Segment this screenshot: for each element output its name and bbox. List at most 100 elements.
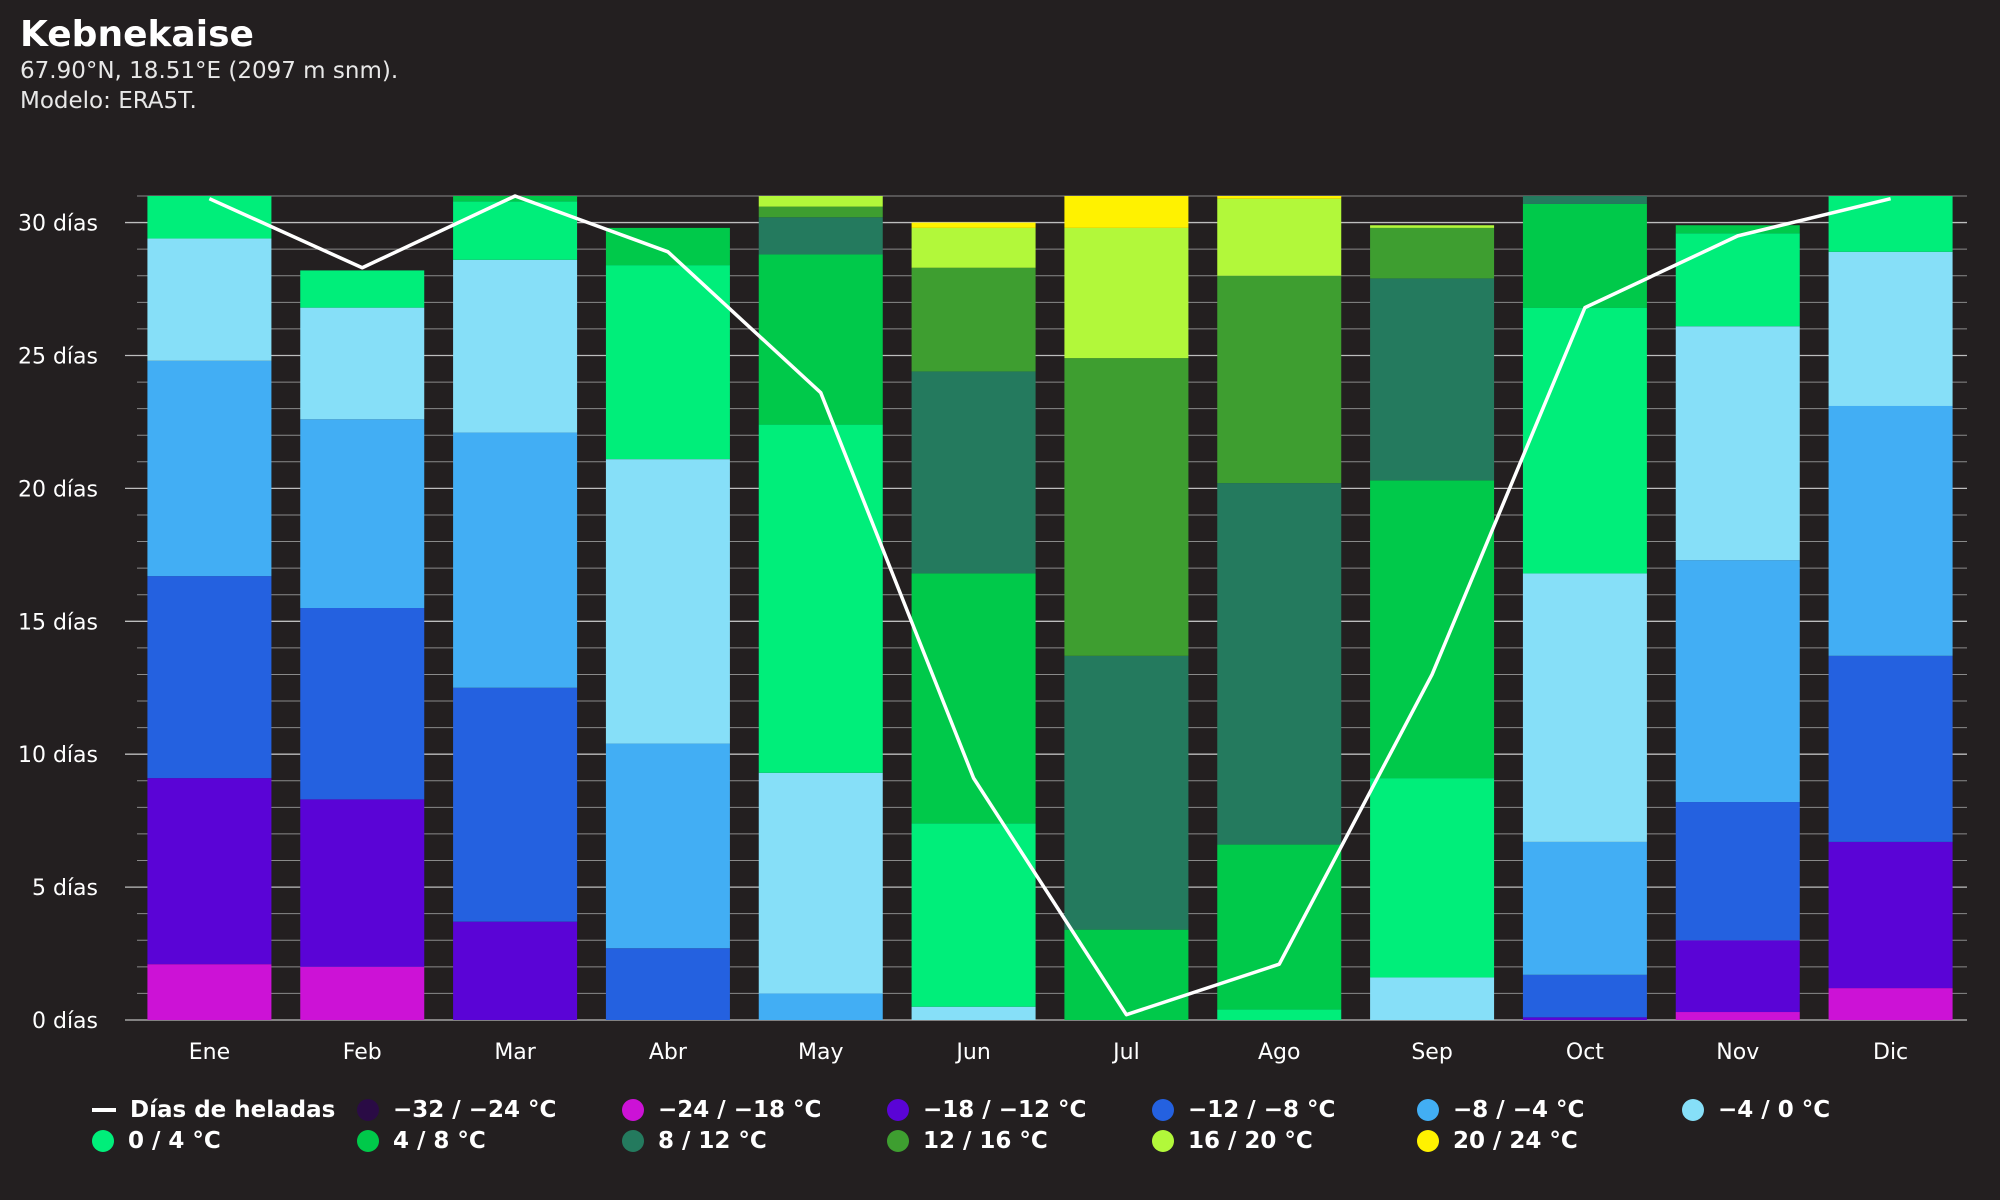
bar-segment bbox=[758, 254, 883, 425]
bar-segment bbox=[758, 424, 883, 773]
bar-segment bbox=[147, 576, 272, 779]
bar-segment bbox=[758, 217, 883, 255]
bar-segment bbox=[1675, 1012, 1800, 1020]
bar-segment bbox=[453, 259, 578, 433]
bar-stack-mar bbox=[453, 196, 578, 1020]
bar-stack-feb bbox=[300, 270, 425, 1020]
bar-segment bbox=[1370, 480, 1495, 779]
legend-color-dot bbox=[92, 1129, 114, 1152]
bar-stack-nov bbox=[1675, 225, 1800, 1020]
bar-segment bbox=[1370, 225, 1495, 228]
bar-segment bbox=[1828, 251, 1953, 406]
bar-stack-ene bbox=[147, 196, 272, 1020]
bar-segment bbox=[1522, 196, 1647, 204]
bar-segment bbox=[1064, 929, 1189, 1020]
frost-days-line bbox=[208, 194, 1891, 1017]
bar-segment bbox=[1675, 225, 1800, 234]
legend-label: 8 / 12 °C bbox=[658, 1127, 767, 1154]
bar-stack-oct bbox=[1522, 196, 1647, 1020]
bar-stack-jul bbox=[1064, 196, 1189, 1020]
legend-item: −32 / −24 °C bbox=[357, 1097, 622, 1123]
bar-segment bbox=[911, 267, 1036, 372]
x-tick-label: May bbox=[798, 1040, 843, 1065]
legend-label: −8 / −4 °C bbox=[1453, 1096, 1585, 1123]
legend-label: 12 / 16 °C bbox=[923, 1127, 1048, 1154]
legend-color-dot bbox=[622, 1098, 644, 1121]
legend-item: −12 / −8 °C bbox=[1152, 1096, 1417, 1123]
legend-item: −4 / 0 °C bbox=[1682, 1097, 1947, 1123]
x-tick-label: Feb bbox=[343, 1040, 382, 1065]
bar-segment bbox=[1828, 196, 1953, 252]
legend-item: 0 / 4 °C bbox=[92, 1128, 357, 1154]
bar-segment bbox=[1675, 802, 1800, 941]
bar-segment bbox=[1828, 988, 1953, 1020]
bar-stack-jun bbox=[911, 222, 1036, 1020]
bar-segment bbox=[300, 608, 425, 800]
bar-segment bbox=[300, 799, 425, 967]
bar-segment bbox=[1828, 655, 1953, 842]
bar-segment bbox=[1217, 196, 1342, 199]
legend-color-dot bbox=[1417, 1098, 1439, 1121]
chart-title: Kebnekaise bbox=[20, 14, 254, 55]
legend-color-dot bbox=[1682, 1098, 1704, 1121]
bar-segment bbox=[147, 964, 272, 1020]
legend-item: −18 / −12 °C bbox=[887, 1096, 1152, 1123]
x-tick-label: Mar bbox=[494, 1040, 536, 1065]
bar-segment bbox=[1675, 940, 1800, 1013]
location-coordinates: 67.90°N, 18.51°E (2097 m snm). bbox=[20, 58, 399, 84]
bar-segment bbox=[758, 206, 883, 218]
y-tick-label: 25 días bbox=[18, 344, 98, 369]
legend-label: 16 / 20 °C bbox=[1188, 1127, 1313, 1154]
bar-segment bbox=[1522, 573, 1647, 842]
bar-segment bbox=[1217, 275, 1342, 484]
x-tick-label: Abr bbox=[649, 1040, 688, 1065]
bar-segment bbox=[147, 238, 272, 361]
legend-color-dot bbox=[1152, 1129, 1174, 1152]
bar-segment bbox=[147, 778, 272, 965]
bar-segment bbox=[911, 573, 1036, 824]
bar-segment bbox=[1675, 326, 1800, 561]
legend-line-swatch bbox=[92, 1107, 116, 1112]
bar-segment bbox=[1675, 560, 1800, 803]
bar-segment bbox=[1828, 841, 1953, 989]
x-tick-label: Jun bbox=[954, 1040, 990, 1065]
legend-item: 16 / 20 °C bbox=[1152, 1127, 1417, 1154]
bar-segment bbox=[1522, 1017, 1647, 1020]
bar-segment bbox=[1217, 844, 1342, 1010]
x-tick-label: Nov bbox=[1716, 1040, 1759, 1065]
bar-segment bbox=[1370, 778, 1495, 978]
legend-label: −18 / −12 °C bbox=[923, 1096, 1087, 1123]
chart-header: Kebnekaise 67.90°N, 18.51°E (2097 m snm)… bbox=[20, 14, 398, 116]
legend-color-dot bbox=[357, 1098, 379, 1121]
y-tick-label: 15 días bbox=[18, 610, 98, 635]
bar-segment bbox=[1370, 977, 1495, 1020]
legend-label: Días de heladas bbox=[130, 1096, 336, 1123]
bar-segment bbox=[453, 687, 578, 922]
bar-stack-dic bbox=[1828, 196, 1953, 1020]
bar-segment bbox=[300, 419, 425, 608]
bar-segment bbox=[1370, 278, 1495, 481]
bar-segment bbox=[605, 265, 730, 460]
bar-segment bbox=[300, 270, 425, 308]
bar-segment bbox=[911, 222, 1036, 228]
legend-item: −8 / −4 °C bbox=[1417, 1096, 1682, 1123]
legend-item: 4 / 8 °C bbox=[357, 1128, 622, 1154]
x-tick-label: Ene bbox=[189, 1040, 230, 1065]
bar-segment bbox=[911, 823, 1036, 1007]
bar-segment bbox=[758, 993, 883, 1020]
legend-color-dot bbox=[357, 1129, 379, 1152]
legend-label: −12 / −8 °C bbox=[1188, 1096, 1336, 1123]
bar-segment bbox=[1522, 974, 1647, 1018]
bar-segment bbox=[605, 459, 730, 744]
x-tick-label: Sep bbox=[1411, 1040, 1452, 1065]
bar-segment bbox=[1217, 198, 1342, 276]
legend-color-dot bbox=[1417, 1129, 1439, 1152]
bar-segment bbox=[1522, 841, 1647, 975]
bar-stack-abr bbox=[605, 227, 730, 1020]
bar-segment bbox=[605, 743, 730, 949]
bar-segment bbox=[1522, 307, 1647, 574]
legend-color-dot bbox=[1152, 1098, 1174, 1121]
y-tick-label: 5 días bbox=[32, 876, 98, 901]
x-tick-label: Ago bbox=[1258, 1040, 1300, 1065]
bar-segment bbox=[1064, 358, 1189, 656]
